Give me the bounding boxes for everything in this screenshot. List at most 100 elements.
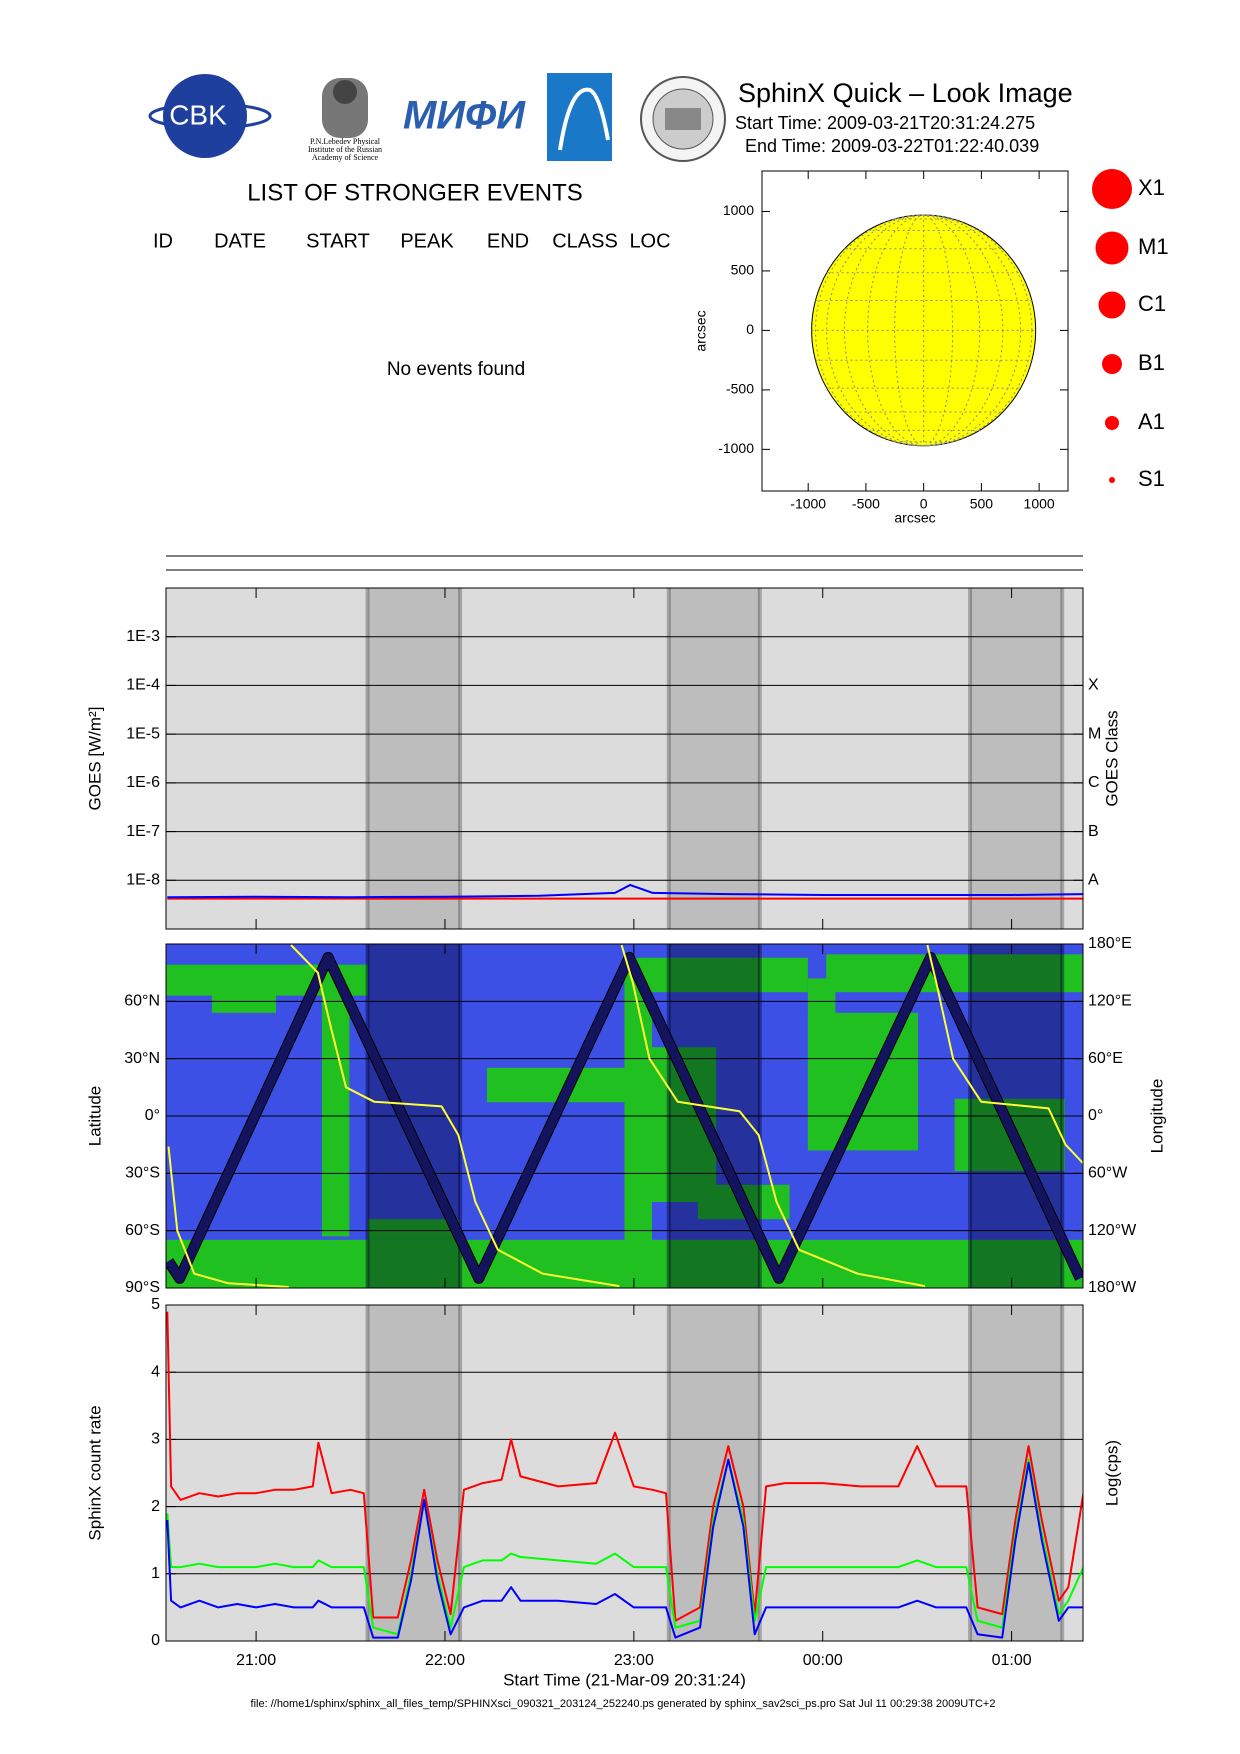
y-tick-label: 0	[746, 321, 754, 337]
column-header: ID	[153, 230, 173, 252]
night-interval	[970, 1305, 1063, 1641]
legend-symbol	[1109, 477, 1115, 483]
y-tick-label: 1E-8	[126, 872, 160, 889]
y2-axis-label: Log(cps)	[1102, 1440, 1121, 1506]
series-line	[167, 884, 1083, 899]
y2-axis-label: GOES Class	[1102, 710, 1121, 806]
y-tick-label: 1E-4	[126, 677, 160, 694]
map-patch	[211, 992, 277, 1013]
legend-label: B1	[1138, 350, 1165, 375]
y2-tick-label: B	[1088, 823, 1099, 840]
y-tick-label: 60°N	[124, 993, 160, 1010]
night-interval	[970, 588, 1063, 929]
frame	[165, 1304, 1084, 1642]
title: SphinX Quick – Look Image	[738, 78, 1073, 108]
legend-symbol	[1105, 416, 1119, 430]
y2-tick-label: M	[1088, 725, 1101, 742]
y-axis-label: SphinX count rate	[85, 1405, 104, 1540]
x-tick-label: 22:00	[425, 1652, 465, 1669]
column-header: CLASS	[552, 230, 618, 252]
logo-seal	[640, 76, 726, 162]
y2-tick-label: C	[1088, 774, 1100, 791]
series-line	[166, 1311, 1083, 1622]
map-patch	[321, 978, 350, 1237]
logo-cbk: CBK	[148, 74, 272, 158]
y-axis-label: GOES [W/m²]	[85, 707, 104, 811]
y2-tick-label: 180°E	[1088, 935, 1132, 952]
logo-disk	[163, 74, 247, 158]
x-tick-label: 23:00	[614, 1652, 654, 1669]
portrait-head	[333, 80, 357, 104]
night-interval	[668, 1305, 760, 1641]
logo-blue	[547, 73, 612, 161]
y-axis-label: Latitude	[85, 1086, 104, 1147]
night-interval	[668, 588, 760, 929]
legend-label: C1	[1138, 291, 1166, 316]
y2-tick-label: 0°	[1088, 1107, 1103, 1124]
legend-symbol	[1098, 291, 1126, 319]
x-tick-label: 1000	[1024, 496, 1055, 512]
y2-tick-label: X	[1088, 677, 1099, 694]
map-patch	[486, 1067, 625, 1103]
map-patch	[367, 1219, 460, 1240]
y2-tick-label: 120°W	[1088, 1222, 1137, 1239]
series-line	[167, 944, 1083, 1288]
column-header: PEAK	[400, 230, 454, 252]
map-patch	[807, 1012, 918, 1151]
x-tick-label: -500	[852, 496, 880, 512]
series-line	[166, 952, 1083, 1283]
y2-tick-label: 60°E	[1088, 1050, 1123, 1067]
y-tick-label: 1000	[723, 202, 754, 218]
column-header: DATE	[214, 230, 266, 252]
y2-axis-label: Longitude	[1147, 1079, 1166, 1154]
logo-caption: P.N.Lebedev Physical	[310, 137, 381, 146]
footer: file: //home1/sphinx/sphinx_all_files_te…	[251, 1698, 996, 1710]
column-header: LOC	[629, 230, 670, 252]
frame	[165, 587, 1084, 930]
logo-lebedev: P.N.Lebedev Physical Institute of the Ru…	[308, 78, 382, 162]
y-tick-label: 0	[151, 1632, 160, 1649]
legend-label: M1	[1138, 234, 1169, 259]
night-interval	[367, 588, 461, 929]
frame	[761, 170, 1069, 492]
x-tick-label: 21:00	[236, 1652, 276, 1669]
legend-label: S1	[1138, 466, 1165, 491]
x-tick-label: 00:00	[803, 1652, 843, 1669]
column-header: END	[487, 230, 529, 252]
x-tick-label: 500	[970, 496, 994, 512]
x-axis-label: arcsec	[894, 510, 935, 526]
logo-arc	[558, 87, 610, 151]
y-tick-label: 1E-5	[126, 725, 160, 742]
logo-caption: Institute of the Russian	[308, 145, 382, 154]
logo-mifi: МИФИ	[403, 94, 526, 138]
night-interval	[367, 1305, 461, 1641]
seal-building	[665, 108, 701, 130]
panel: 90°S 60°S 30°S 0° 30°N 60°N 180°W 120°W 60°W 0° 60…	[85, 935, 1166, 1296]
end-time: End Time: 2009-03-22T01:22:40.039	[745, 136, 1039, 156]
y2-tick-label: 60°W	[1088, 1165, 1128, 1182]
legend-symbol	[1092, 169, 1132, 209]
logo-text: CBK	[169, 99, 227, 130]
plot-background	[166, 1305, 1083, 1641]
y-tick-label: 30°N	[124, 1050, 160, 1067]
legend-label: A1	[1138, 409, 1165, 434]
start-time: Start Time: 2009-03-21T20:31:24.275	[735, 113, 1035, 133]
y2-tick-label: A	[1088, 872, 1099, 889]
y-tick-label: 5	[151, 1296, 160, 1313]
y-tick-label: -1000	[718, 440, 754, 456]
plot-background	[166, 588, 1083, 929]
panel: 1E-3 1E-4 1E-5 1E-6 1E-7 1E-8 A B C M X GOES [W/m²]…	[85, 587, 1121, 930]
series-line	[166, 1458, 1083, 1639]
y-tick-label: 2	[151, 1498, 160, 1515]
x-tick-label: -1000	[790, 496, 826, 512]
y-tick-label: 3	[151, 1431, 160, 1448]
y-tick-label: 1E-3	[126, 628, 160, 645]
x-tick-label: 01:00	[992, 1652, 1032, 1669]
y-tick-label: 500	[731, 262, 755, 278]
y-tick-label: 1E-7	[126, 823, 160, 840]
y-tick-label: 0°	[145, 1107, 160, 1124]
legend-symbol	[1102, 354, 1122, 374]
events-title: LIST OF STRONGER EVENTS	[247, 179, 583, 206]
